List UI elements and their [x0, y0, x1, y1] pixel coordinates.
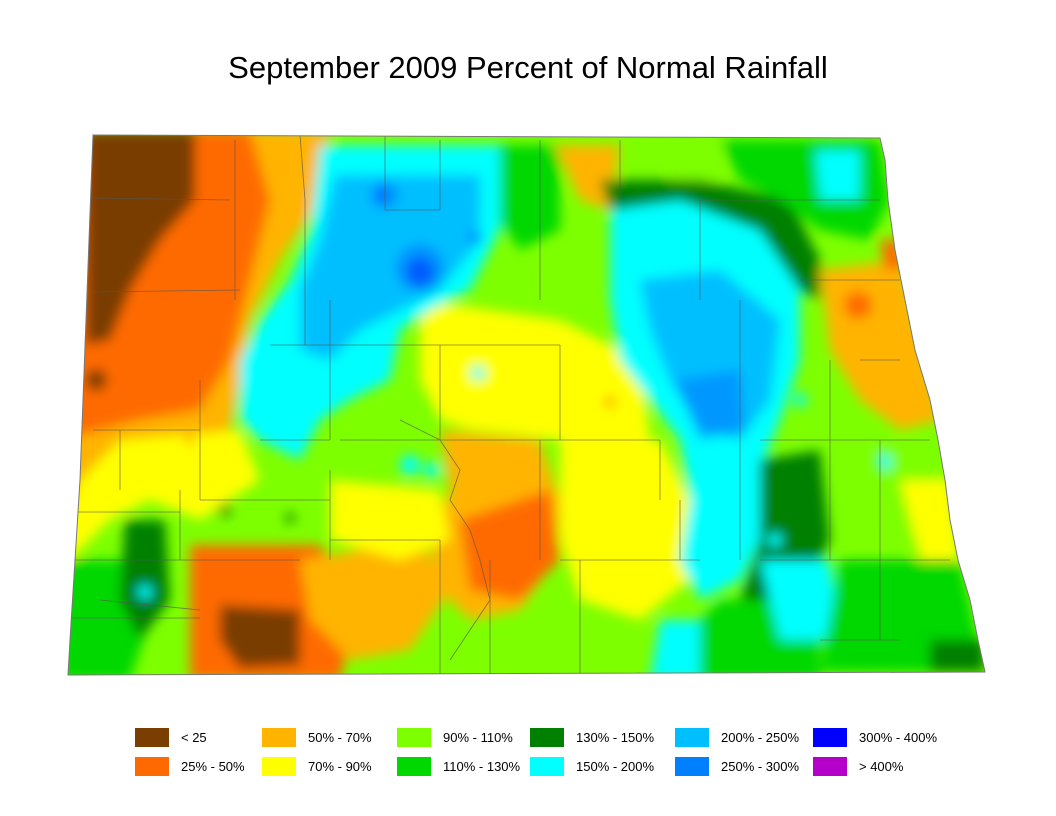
legend-item: 250% - 300%: [675, 756, 799, 776]
legend-swatch: [135, 727, 169, 747]
legend-swatch: [262, 727, 296, 747]
legend-label: 90% - 110%: [443, 729, 513, 745]
legend-swatch: [397, 756, 431, 776]
legend-swatch: [135, 756, 169, 776]
legend-label: 250% - 300%: [721, 758, 800, 774]
legend-item: < 25: [135, 727, 207, 747]
legend-item: 130% - 150%: [530, 727, 654, 747]
legend-label: 25% - 50%: [181, 758, 245, 774]
legend-item: 300% - 400%: [813, 727, 937, 747]
legend-item: 70% - 90%: [262, 756, 372, 776]
legend-swatch: [813, 756, 847, 776]
legend-item: 90% - 110%: [397, 727, 513, 747]
state-outline: [67, 134, 986, 676]
legend-swatch: [530, 756, 564, 776]
legend-swatch: [675, 756, 709, 776]
legend-label: 200% - 250%: [721, 729, 800, 745]
legend-label: 70% - 90%: [308, 758, 372, 774]
legend-label: 130% - 150%: [576, 729, 655, 745]
legend-item: 200% - 250%: [675, 727, 799, 747]
legend-swatch: [813, 727, 847, 747]
legend-swatch: [675, 727, 709, 747]
legend-label: 110% - 130%: [443, 758, 521, 774]
legend-label: 150% - 200%: [576, 758, 655, 774]
legend-label: 300% - 400%: [859, 729, 938, 745]
legend-swatch: [262, 756, 296, 776]
legend-item: 110% - 130%: [397, 756, 520, 776]
county-boundaries: [70, 135, 950, 675]
map-title: September 2009 Percent of Normal Rainfal…: [228, 50, 828, 85]
legend-swatch: [397, 727, 431, 747]
legend-item: 150% - 200%: [530, 756, 654, 776]
legend-label: < 25: [181, 729, 207, 745]
legend: < 25 25% - 50% 50% - 70% 70% - 90% 90% - 110…: [135, 727, 995, 777]
legend-item: 50% - 70%: [262, 727, 372, 747]
legend-item: > 400%: [813, 756, 903, 776]
rainfall-field: [68, 135, 985, 675]
legend-label: > 400%: [859, 758, 904, 774]
legend-item: 25% - 50%: [135, 756, 245, 776]
legend-label: 50% - 70%: [308, 729, 372, 745]
rainfall-map: [67, 134, 986, 676]
legend-swatch: [530, 727, 564, 747]
